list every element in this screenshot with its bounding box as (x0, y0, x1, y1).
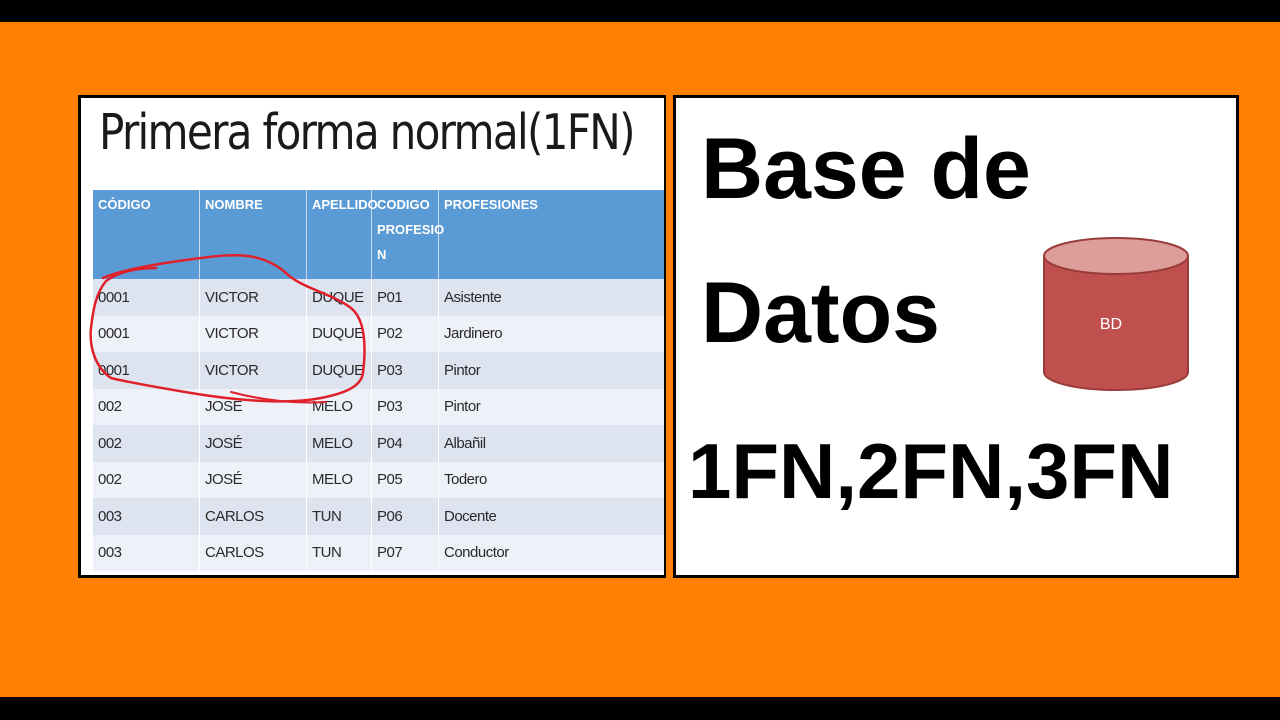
cell-codigo-profesion: P04 (372, 425, 439, 462)
cell-nombre: JOSÉ (200, 425, 307, 462)
header-codigo-profesion-label: CODIGO PROFESIO N (377, 197, 445, 262)
slide-title: Primera forma normal(1FN) (99, 104, 636, 161)
cell-codigo: 003 (93, 534, 200, 571)
cell-profesion: Docente (444, 507, 497, 525)
table-row: 003 CARLOS TUN P06 Docente (93, 498, 664, 535)
cell-codigo: 0001 (93, 279, 200, 316)
database-label: BD (1099, 316, 1123, 333)
cell-profesion: Pintor (444, 361, 481, 379)
table-row: 003 CARLOS TUN P07 Conductor (93, 534, 664, 571)
cell-apellido: MELO (307, 425, 372, 462)
header-apellido: APELLIDO (307, 190, 378, 279)
title-panel: Base de Datos BD 1FN,2FN,3FN (673, 95, 1239, 578)
cell-profesion: Todero (444, 471, 487, 489)
cell-codigo: 0001 (93, 315, 200, 352)
cell-codigo: 002 (93, 388, 200, 425)
cell-apellido: DUQUE (307, 352, 372, 389)
cell-profesion: Albañil (444, 434, 486, 452)
table-row: 0001 VICTOR DUQUE P01 Asistente (93, 279, 664, 316)
table-row: 002 JOSÉ MELO P05 Todero (93, 461, 664, 498)
cell-nombre: JOSÉ (200, 461, 307, 498)
header-codigo: CÓDIGO (93, 190, 200, 279)
table-slide-panel: Primera forma normal(1FN) CÓDIGO NOMBRE … (78, 95, 666, 578)
cell-apellido: MELO (307, 461, 372, 498)
cell-codigo-profesion: P05 (372, 461, 439, 498)
header-codigo-profesion: CODIGO PROFESIO N (372, 190, 445, 279)
headline-normal-forms: 1FN,2FN,3FN (688, 427, 1174, 515)
cell-codigo: 002 (93, 461, 200, 498)
headline-base-de: Base de (701, 121, 1031, 217)
cell-codigo-profesion: P06 (372, 498, 439, 535)
cell-nombre: VICTOR (200, 315, 307, 352)
table-body: 0001 VICTOR DUQUE P01 Asistente 0001 VICTOR DUQ… (93, 279, 664, 571)
cell-profesion: Jardinero (444, 325, 503, 343)
bottom-letterbox (0, 697, 1280, 720)
table-header-row: CÓDIGO NOMBRE APELLIDO CODIGO PROFESIO N… (93, 190, 664, 279)
table-row: 0001 VICTOR DUQUE P02 Jardinero (93, 315, 664, 352)
cell-codigo-profesion: P03 (372, 352, 439, 389)
cell-codigo-profesion: P01 (372, 279, 439, 316)
table-row: 002 JOSÉ MELO P03 Pintor (93, 388, 664, 425)
cell-nombre: VICTOR (200, 279, 307, 316)
cell-apellido: DUQUE (307, 315, 372, 352)
header-profesiones: PROFESIONES (444, 197, 538, 212)
cell-codigo-profesion: P02 (372, 315, 439, 352)
normal-form-table: CÓDIGO NOMBRE APELLIDO CODIGO PROFESIO N… (93, 190, 664, 571)
cell-apellido: TUN (307, 498, 372, 535)
cell-profesion: Pintor (444, 398, 481, 416)
cell-codigo-profesion: P03 (372, 388, 439, 425)
cell-apellido: TUN (307, 534, 372, 571)
cell-codigo: 003 (93, 498, 200, 535)
cell-nombre: CARLOS (200, 534, 307, 571)
database-cylinder-icon (1043, 237, 1189, 391)
cell-codigo: 002 (93, 425, 200, 462)
red-handdrawn-circle (89, 253, 366, 404)
top-letterbox (0, 0, 1280, 22)
headline-datos: Datos (701, 265, 940, 361)
table-row: 002 JOSÉ MELO P04 Albañil (93, 425, 664, 462)
cell-profesion: Conductor (444, 544, 509, 562)
cell-nombre: JOSÉ (200, 388, 307, 425)
header-nombre: NOMBRE (200, 190, 307, 279)
cell-profesion: Asistente (444, 288, 502, 306)
cell-nombre: CARLOS (200, 498, 307, 535)
cell-nombre: VICTOR (200, 352, 307, 389)
cell-codigo-profesion: P07 (372, 534, 439, 571)
